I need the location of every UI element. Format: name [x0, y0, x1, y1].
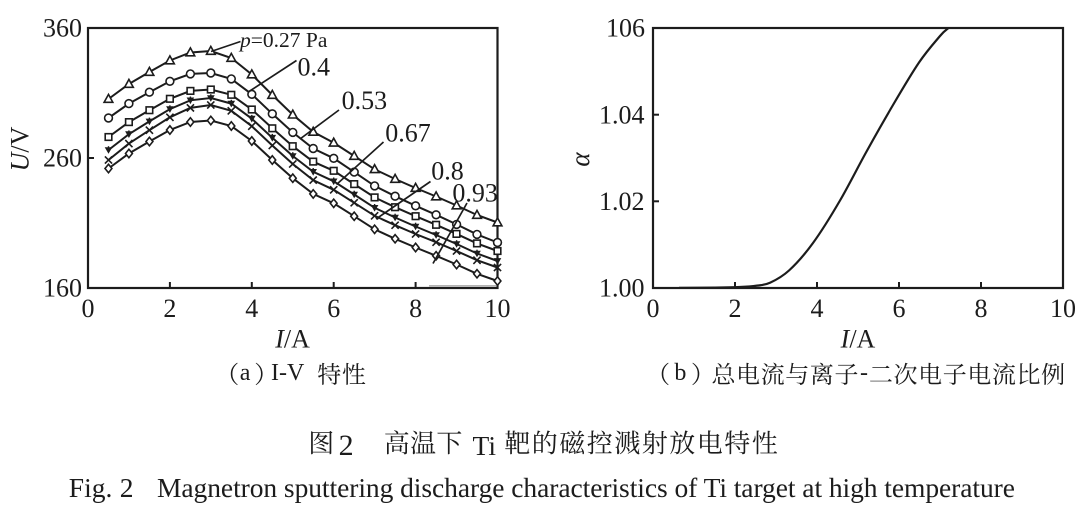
- svg-text:0: 0: [647, 294, 660, 323]
- svg-text:I/A: I/A: [274, 325, 310, 354]
- svg-text:6: 6: [327, 294, 340, 323]
- svg-text:1.02: 1.02: [599, 187, 645, 216]
- svg-text:1.04: 1.04: [599, 101, 645, 130]
- svg-text:106: 106: [606, 14, 645, 43]
- svg-text:10: 10: [1050, 294, 1076, 323]
- svg-text:0.93: 0.93: [452, 179, 498, 208]
- svg-text:260: 260: [43, 144, 82, 173]
- svg-text:U/V: U/V: [6, 126, 35, 171]
- svg-text:2: 2: [120, 472, 134, 503]
- svg-text:p=0.27 Pa: p=0.27 Pa: [238, 28, 328, 52]
- svg-text:4: 4: [245, 294, 258, 323]
- svg-text:a: a: [240, 360, 251, 386]
- svg-text:2: 2: [729, 294, 742, 323]
- svg-text:0.8: 0.8: [431, 157, 464, 186]
- svg-text:8: 8: [409, 294, 422, 323]
- svg-text:0.67: 0.67: [385, 119, 431, 148]
- svg-text:160: 160: [43, 274, 82, 303]
- svg-text:2: 2: [339, 429, 354, 462]
- svg-text:I/A: I/A: [840, 325, 876, 354]
- svg-text:0: 0: [82, 294, 95, 323]
- svg-text:0.4: 0.4: [298, 53, 331, 82]
- svg-text:10: 10: [485, 294, 511, 323]
- svg-text:Magnetron sputtering discharge: Magnetron sputtering discharge character…: [157, 472, 1015, 503]
- svg-text:Fig.: Fig.: [69, 472, 113, 503]
- svg-text:α: α: [565, 152, 595, 167]
- svg-text:2: 2: [163, 294, 176, 323]
- svg-text:b: b: [674, 360, 686, 386]
- svg-text:1.00: 1.00: [599, 273, 645, 302]
- svg-text:Ti: Ti: [473, 430, 497, 461]
- svg-text:0.53: 0.53: [342, 86, 388, 115]
- svg-text:360: 360: [43, 14, 82, 43]
- svg-text:8: 8: [975, 294, 988, 323]
- svg-text:6: 6: [893, 294, 906, 323]
- svg-text:4: 4: [811, 294, 824, 323]
- svg-text:I-V: I-V: [271, 360, 305, 386]
- svg-text:-: -: [860, 360, 868, 386]
